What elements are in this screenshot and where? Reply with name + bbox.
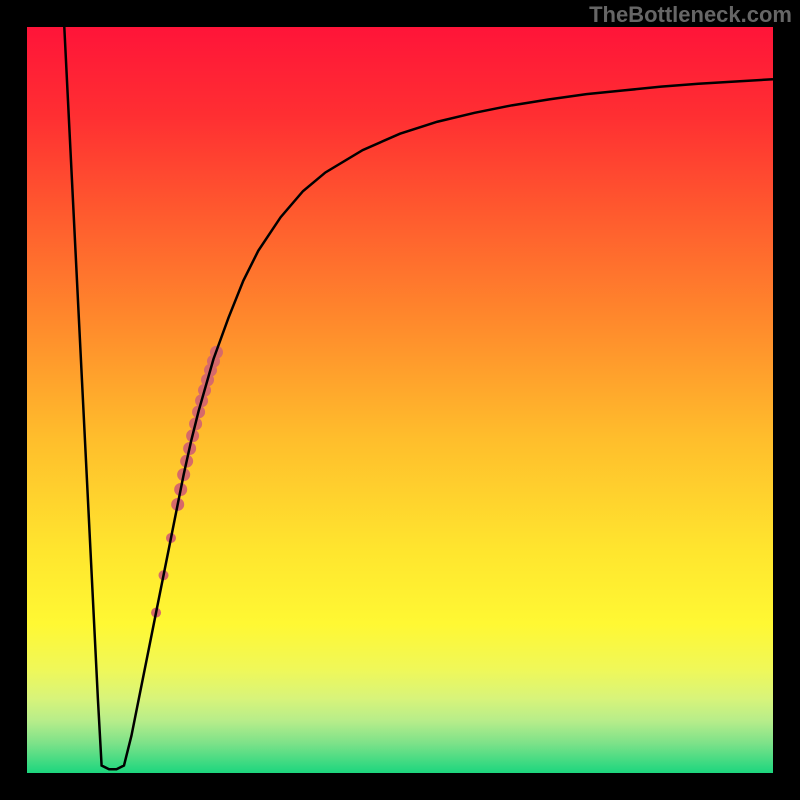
gradient-background bbox=[27, 27, 773, 773]
bottleneck-chart bbox=[0, 0, 800, 800]
chart-container: TheBottleneck.com bbox=[0, 0, 800, 800]
watermark-text: TheBottleneck.com bbox=[589, 2, 792, 28]
